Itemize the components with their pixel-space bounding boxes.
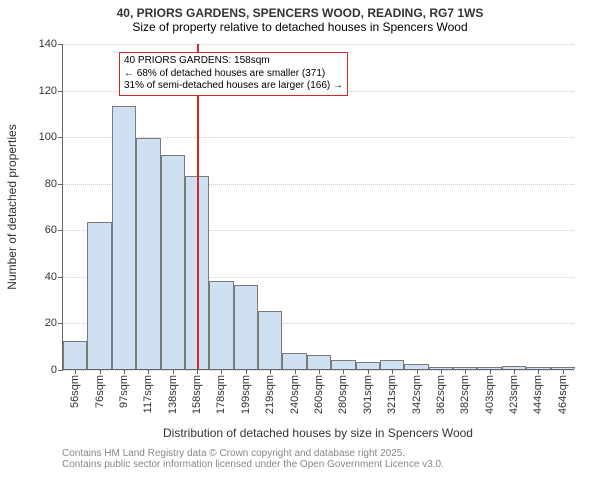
- x-tick-label: 158sqm: [191, 369, 203, 414]
- x-tick-label: 117sqm: [142, 369, 154, 413]
- y-tick-label: 100: [39, 131, 57, 143]
- x-tick-label: 76sqm: [94, 369, 106, 408]
- x-tick-mark: [465, 369, 466, 374]
- y-tick-mark: [58, 137, 63, 138]
- y-tick-mark: [58, 277, 63, 278]
- x-tick-label: 464sqm: [557, 369, 569, 414]
- y-tick-label: 20: [45, 317, 57, 329]
- footer-line-2: Contains public sector information licen…: [62, 459, 444, 470]
- x-tick-mark: [417, 369, 418, 374]
- x-tick-label: 280sqm: [337, 369, 349, 414]
- bar: [282, 353, 306, 369]
- y-tick-mark: [58, 44, 63, 45]
- y-tick-mark: [58, 230, 63, 231]
- y-tick-mark: [58, 184, 63, 185]
- footer-text: Contains HM Land Registry data © Crown c…: [62, 448, 444, 470]
- plot-area: 02040608010012014056sqm76sqm97sqm117sqm1…: [62, 44, 574, 370]
- footer-line-1: Contains HM Land Registry data © Crown c…: [62, 448, 444, 459]
- annotation-line: 40 PRIORS GARDENS: 158sqm: [124, 55, 343, 68]
- x-tick-mark: [100, 369, 101, 374]
- title-line-1: 40, PRIORS GARDENS, SPENCERS WOOD, READI…: [0, 6, 600, 20]
- x-tick-label: 382sqm: [459, 369, 471, 414]
- annotation-line: ← 68% of detached houses are smaller (37…: [124, 68, 343, 81]
- x-tick-label: 403sqm: [484, 369, 496, 414]
- title-block: 40, PRIORS GARDENS, SPENCERS WOOD, READI…: [0, 0, 600, 34]
- annotation-line: 31% of semi-detached houses are larger (…: [124, 80, 343, 93]
- bar: [258, 311, 282, 369]
- x-tick-label: 240sqm: [289, 369, 301, 414]
- x-tick-mark: [295, 369, 296, 374]
- x-tick-mark: [538, 369, 539, 374]
- grid-line: [63, 44, 574, 45]
- x-tick-mark: [563, 369, 564, 374]
- y-tick-label: 140: [39, 38, 57, 50]
- bar: [380, 360, 404, 369]
- x-tick-mark: [75, 369, 76, 374]
- x-tick-label: 219sqm: [264, 369, 276, 414]
- x-axis-label: Distribution of detached houses by size …: [62, 426, 574, 440]
- x-tick-mark: [441, 369, 442, 374]
- x-tick-label: 178sqm: [215, 369, 227, 414]
- y-axis-label: Number of detached properties: [5, 124, 19, 289]
- x-tick-label: 342sqm: [411, 369, 423, 414]
- x-tick-mark: [197, 369, 198, 374]
- x-tick-label: 362sqm: [435, 369, 447, 414]
- x-tick-label: 423sqm: [508, 369, 520, 414]
- bar: [63, 341, 87, 369]
- bar: [331, 360, 355, 369]
- x-tick-mark: [173, 369, 174, 374]
- y-tick-label: 40: [45, 271, 57, 283]
- x-tick-mark: [124, 369, 125, 374]
- x-tick-mark: [343, 369, 344, 374]
- bar: [356, 362, 380, 369]
- x-tick-mark: [246, 369, 247, 374]
- x-tick-mark: [490, 369, 491, 374]
- x-tick-mark: [392, 369, 393, 374]
- x-tick-mark: [368, 369, 369, 374]
- bar: [209, 281, 233, 369]
- bar: [112, 106, 136, 369]
- y-tick-mark: [58, 91, 63, 92]
- y-tick-mark: [58, 323, 63, 324]
- x-tick-mark: [514, 369, 515, 374]
- x-tick-label: 321sqm: [386, 369, 398, 414]
- bar: [136, 138, 160, 369]
- y-tick-label: 80: [45, 178, 57, 190]
- x-tick-mark: [221, 369, 222, 374]
- x-tick-mark: [148, 369, 149, 374]
- annotation-box: 40 PRIORS GARDENS: 158sqm← 68% of detach…: [119, 52, 348, 96]
- chart-container: 40, PRIORS GARDENS, SPENCERS WOOD, READI…: [0, 0, 600, 500]
- x-tick-mark: [270, 369, 271, 374]
- x-tick-label: 97sqm: [118, 369, 130, 408]
- y-tick-label: 0: [51, 364, 57, 376]
- y-tick-label: 60: [45, 224, 57, 236]
- bar: [87, 222, 111, 369]
- title-line-2: Size of property relative to detached ho…: [0, 20, 600, 34]
- y-tick-mark: [58, 370, 63, 371]
- bar: [234, 285, 258, 369]
- bar: [161, 155, 185, 369]
- x-tick-label: 56sqm: [69, 369, 81, 408]
- x-tick-label: 444sqm: [532, 369, 544, 414]
- bar: [307, 355, 331, 369]
- y-tick-label: 120: [39, 85, 57, 97]
- x-tick-mark: [319, 369, 320, 374]
- x-tick-label: 260sqm: [313, 369, 325, 414]
- x-tick-label: 199sqm: [240, 369, 252, 414]
- x-tick-label: 138sqm: [167, 369, 179, 414]
- x-tick-label: 301sqm: [362, 369, 374, 414]
